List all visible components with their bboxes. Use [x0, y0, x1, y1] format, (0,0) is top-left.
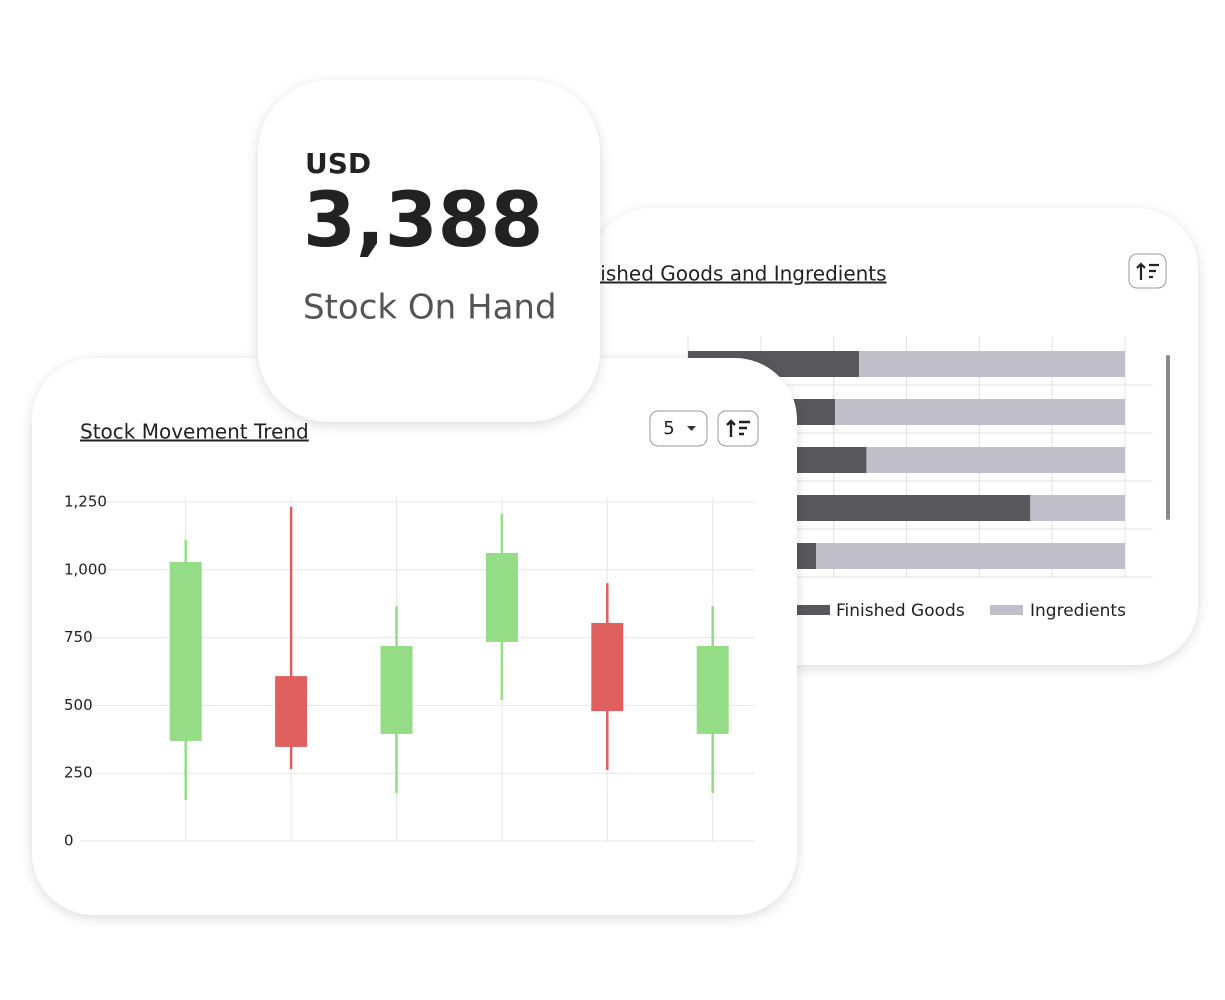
plot	[80, 498, 755, 842]
legend-label: Finished Goods	[836, 601, 965, 621]
kpi-label: Stock On Hand	[303, 288, 557, 328]
dropdown-value: 5	[663, 418, 674, 439]
y-tick-label: 0	[64, 832, 74, 850]
chart-title: Finished Goods and Ingredients	[572, 262, 887, 286]
sort-button[interactable]	[1128, 253, 1167, 289]
legend-swatch	[990, 605, 1023, 615]
bar-segment	[866, 447, 1125, 473]
kpi-card: USD 3,388 Stock On Hand	[258, 80, 600, 422]
dropdown-caret	[687, 426, 696, 431]
bar-segment	[1030, 495, 1125, 521]
candle-card: Stock Movement Trend 5 0 250 500 750 1,000 1,…	[32, 358, 797, 915]
bar-segment	[859, 351, 1125, 377]
y-tick-label: 500	[64, 696, 93, 714]
y-tick-label: 750	[64, 628, 93, 646]
candle-body	[485, 552, 518, 642]
card	[258, 80, 600, 422]
bar-segment	[835, 399, 1125, 425]
dropdown-frame	[649, 410, 708, 447]
y-tick-label: 1,000	[64, 560, 107, 578]
page-size-dropdown[interactable]: 5	[649, 410, 708, 447]
y-tick-label: 250	[64, 764, 93, 782]
candle-body	[169, 561, 202, 741]
button-frame	[1128, 253, 1167, 289]
legend-label: Ingredients	[1030, 601, 1126, 621]
candle-body	[591, 622, 624, 712]
card	[32, 358, 797, 915]
candle-body	[380, 646, 413, 734]
scrollbar	[1166, 355, 1170, 520]
kpi-currency: USD	[305, 147, 371, 180]
sort-icon	[1136, 262, 1159, 280]
candle-body	[696, 646, 729, 734]
y-tick-label: 1,250	[64, 493, 107, 511]
chart-title: Stock Movement Trend	[80, 420, 309, 444]
candle-body	[275, 676, 308, 747]
legend-swatch	[797, 605, 830, 615]
kpi-value: 3,388	[303, 175, 543, 264]
bar-segment	[816, 543, 1125, 569]
sort-icon	[726, 419, 750, 437]
legend: Finished Goods Ingredients	[797, 601, 1126, 621]
button-frame	[717, 410, 759, 447]
sort-button[interactable]	[717, 410, 759, 447]
